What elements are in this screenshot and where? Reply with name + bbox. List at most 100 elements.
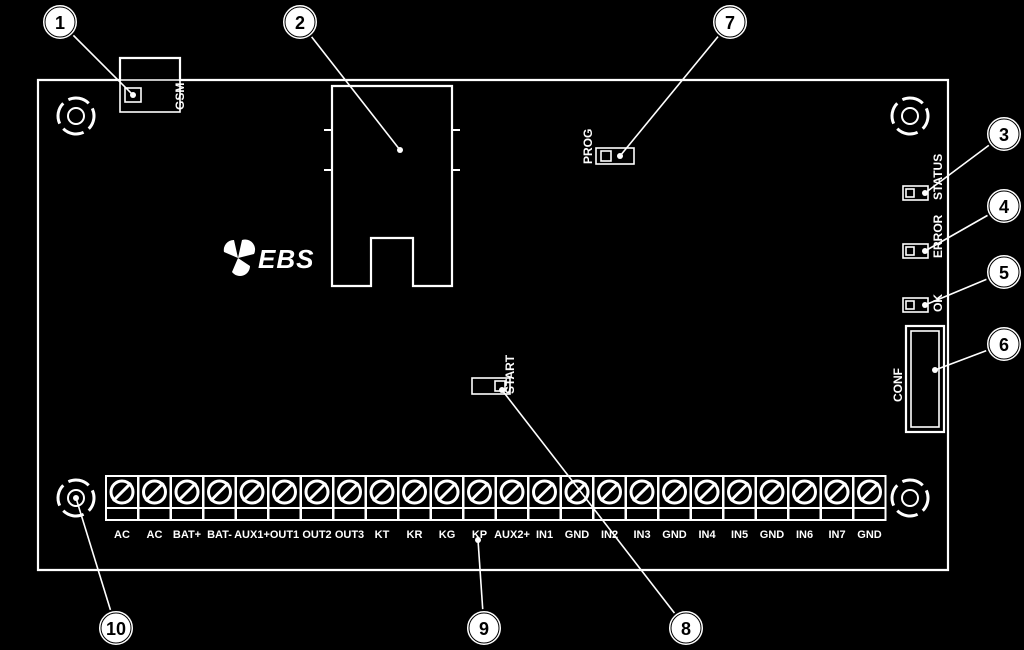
mount-hole-center-3 bbox=[902, 490, 918, 506]
terminal-slot-21 bbox=[796, 483, 814, 501]
mount-hole-ring-2 bbox=[89, 490, 94, 510]
terminal-label-11: KP bbox=[472, 529, 487, 541]
callout-target-dot-2 bbox=[397, 147, 403, 153]
terminal-label-21: IN6 bbox=[796, 529, 813, 541]
terminal-slot-19 bbox=[731, 483, 749, 501]
terminal-label-17: GND bbox=[662, 529, 687, 541]
terminal-base-22 bbox=[821, 508, 853, 520]
callout-leader-10 bbox=[76, 498, 116, 628]
conf-connector-inner bbox=[911, 331, 939, 427]
callout-target-dot-3 bbox=[922, 190, 928, 196]
terminal-base-16 bbox=[626, 508, 658, 520]
terminal-label-2: BAT+ bbox=[173, 529, 201, 541]
start-label: START bbox=[503, 354, 517, 394]
callout-target-dot-4 bbox=[922, 248, 928, 254]
terminal-base-13 bbox=[529, 508, 561, 520]
terminal-slot-8 bbox=[373, 483, 391, 501]
terminal-slot-7 bbox=[341, 483, 359, 501]
terminal-label-16: IN3 bbox=[633, 529, 650, 541]
terminal-label-12: AUX2+ bbox=[494, 529, 530, 541]
mount-hole-ring-0 bbox=[68, 98, 88, 103]
mount-hole-ring-0 bbox=[58, 103, 63, 123]
terminal-label-9: KR bbox=[407, 529, 423, 541]
terminal-slot-12 bbox=[503, 483, 521, 501]
callout-number-10: 10 bbox=[106, 619, 126, 639]
terminal-label-14: GND bbox=[565, 529, 590, 541]
mount-hole-ring-0 bbox=[89, 108, 94, 128]
terminal-base-20 bbox=[756, 508, 788, 520]
callout-target-dot-7 bbox=[617, 153, 623, 159]
terminal-label-5: OUT1 bbox=[270, 529, 299, 541]
mount-hole-ring-0 bbox=[63, 129, 83, 134]
terminal-slot-11 bbox=[471, 483, 489, 501]
callout-number-9: 9 bbox=[479, 619, 489, 639]
terminal-base-12 bbox=[496, 508, 528, 520]
status-label: STATUS bbox=[931, 154, 945, 200]
terminal-slot-4 bbox=[243, 483, 261, 501]
prog-pin bbox=[601, 151, 611, 161]
terminal-slot-23 bbox=[861, 483, 879, 501]
callout-number-7: 7 bbox=[725, 13, 735, 33]
callout-number-2: 2 bbox=[295, 13, 305, 33]
error-led-pin bbox=[906, 247, 914, 255]
status-led-pin bbox=[906, 189, 914, 197]
mount-hole-ring-1 bbox=[897, 129, 917, 134]
mount-hole-center-1 bbox=[902, 108, 918, 124]
terminal-slot-2 bbox=[178, 483, 196, 501]
callout-number-5: 5 bbox=[999, 263, 1009, 283]
callout-number-8: 8 bbox=[681, 619, 691, 639]
mount-hole-ring-3 bbox=[923, 490, 928, 510]
terminal-label-22: IN7 bbox=[828, 529, 845, 541]
mount-hole-ring-3 bbox=[902, 480, 922, 485]
callout-leader-7 bbox=[620, 22, 730, 156]
mount-hole-ring-1 bbox=[923, 108, 928, 128]
terminal-base-9 bbox=[399, 508, 431, 520]
terminal-label-0: AC bbox=[114, 529, 130, 541]
callout-number-3: 3 bbox=[999, 125, 1009, 145]
callout-target-dot-10 bbox=[73, 495, 79, 501]
terminal-base-4 bbox=[236, 508, 268, 520]
terminal-label-20: GND bbox=[760, 529, 785, 541]
terminal-base-17 bbox=[659, 508, 691, 520]
callout-number-1: 1 bbox=[55, 13, 65, 33]
callout-number-4: 4 bbox=[999, 197, 1009, 217]
error-label: ERROR bbox=[931, 214, 945, 258]
terminal-label-13: IN1 bbox=[536, 529, 553, 541]
logo-leaf-1 bbox=[224, 240, 238, 258]
terminal-base-2 bbox=[171, 508, 203, 520]
callout-target-dot-1 bbox=[130, 92, 136, 98]
terminal-label-1: AC bbox=[147, 529, 163, 541]
logo-leaf-2 bbox=[238, 240, 255, 258]
pcb-diagram: GSMEBSPROGSTARTSTATUSERROROKCONFACACBAT+… bbox=[0, 0, 1024, 650]
terminal-slot-16 bbox=[633, 483, 651, 501]
terminal-slot-3 bbox=[211, 483, 229, 501]
terminal-slot-20 bbox=[763, 483, 781, 501]
terminal-base-5 bbox=[269, 508, 301, 520]
terminal-base-0 bbox=[106, 508, 138, 520]
terminal-slot-13 bbox=[536, 483, 554, 501]
mount-hole-ring-2 bbox=[58, 485, 63, 505]
board-outline bbox=[38, 58, 948, 570]
terminal-base-11 bbox=[464, 508, 496, 520]
terminal-base-19 bbox=[724, 508, 756, 520]
terminal-label-10: KG bbox=[439, 529, 456, 541]
mount-hole-ring-3 bbox=[892, 485, 897, 505]
terminal-base-3 bbox=[204, 508, 236, 520]
terminal-slot-15 bbox=[601, 483, 619, 501]
mount-hole-ring-2 bbox=[68, 480, 88, 485]
terminal-label-23: GND bbox=[857, 529, 882, 541]
logo: EBS bbox=[224, 240, 315, 276]
terminal-slot-9 bbox=[406, 483, 424, 501]
mount-hole-ring-3 bbox=[897, 511, 917, 516]
terminal-base-18 bbox=[691, 508, 723, 520]
terminal-slot-1 bbox=[146, 483, 164, 501]
mount-hole-center-0 bbox=[68, 108, 84, 124]
callout-target-dot-5 bbox=[922, 302, 928, 308]
terminal-base-6 bbox=[301, 508, 333, 520]
prog-label: PROG bbox=[581, 129, 595, 164]
terminal-slot-5 bbox=[276, 483, 294, 501]
terminal-base-10 bbox=[431, 508, 463, 520]
terminal-slot-18 bbox=[698, 483, 716, 501]
terminal-label-4: AUX1+ bbox=[234, 529, 270, 541]
ok-label: OK bbox=[931, 294, 945, 312]
